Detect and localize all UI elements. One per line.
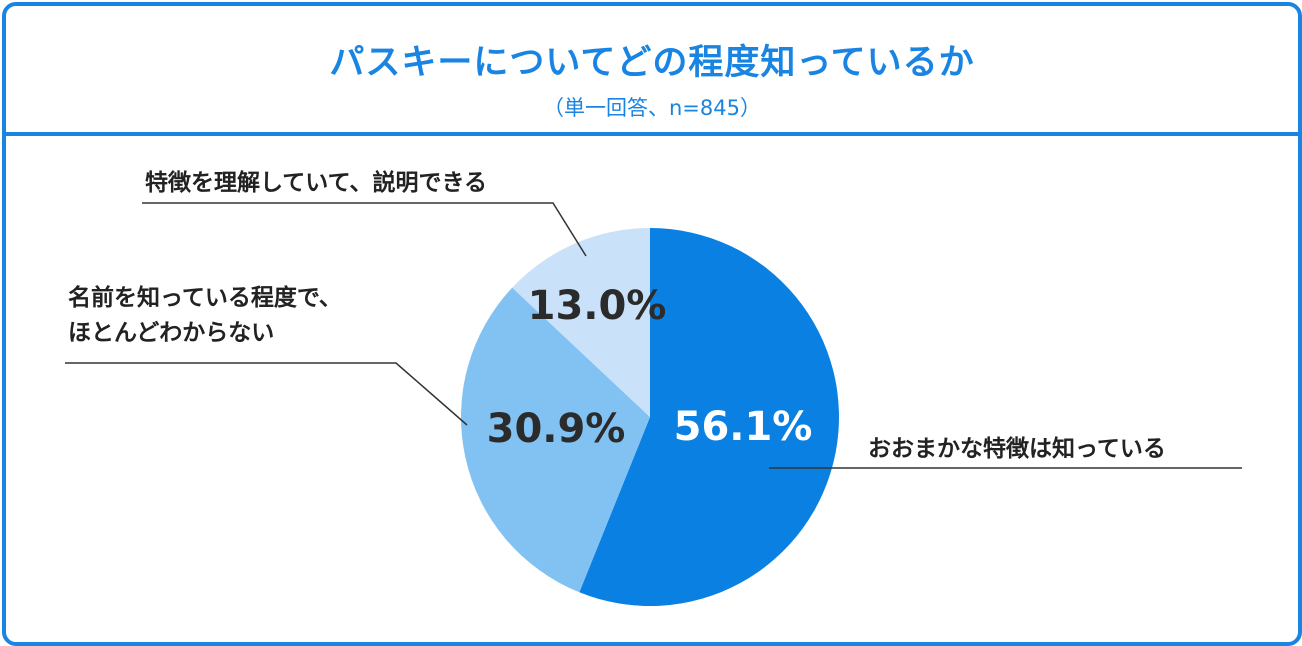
slice-label-name-only-line2: ほとんどわからない [68,320,274,346]
slice-value-name-only: 30.9% [487,406,626,452]
leader-line-understand [142,202,587,257]
chart-subtitle: （単一回答、n=845） [543,96,761,120]
slice-understand [512,228,650,417]
slice-value-understand: 13.0% [528,283,667,329]
slice-value-rough: 56.1% [674,404,813,450]
slice-rough [579,228,839,606]
slice-label-rough: おおまかな特徴は知っている [868,435,1166,462]
chart-title: パスキーについてどの程度知っているか [329,43,975,83]
slice-name-only [461,287,650,593]
leader-line-name-only [65,362,468,426]
slice-label-understand: 特徴を理解していて、説明できる [145,169,487,196]
header-divider [6,132,1298,136]
slice-label-name-only-line1: 名前を知っている程度で、 [68,284,342,311]
